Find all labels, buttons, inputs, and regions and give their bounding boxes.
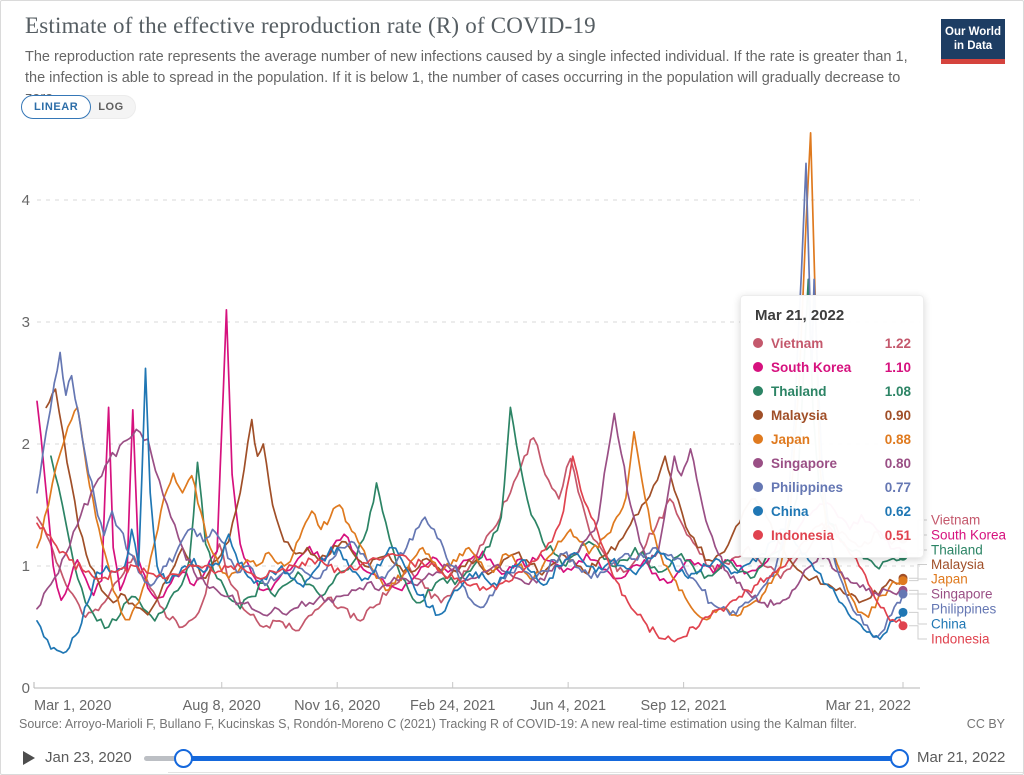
tooltip-row: Vietnam 1.22 [753,331,911,355]
timeline-start-date: Jan 23, 2020 [45,749,132,766]
tooltip-row: Thailand 1.08 [753,379,911,403]
play-button[interactable] [21,750,37,766]
tooltip-series-value: 0.51 [884,527,911,543]
tooltip-date: Mar 21, 2022 [755,307,845,324]
series-end-dot-japan[interactable] [898,576,908,586]
series-label-thailand[interactable]: Thailand [931,543,983,558]
timeline-start-handle[interactable] [174,749,193,768]
tooltip-row: South Korea 1.10 [753,355,911,379]
tooltip-row: Indonesia 0.51 [753,523,911,547]
timeline-track-inactive[interactable] [144,756,184,761]
x-axis-label: Mar 1, 2020 [34,698,111,714]
x-axis-label: Jun 4, 2021 [530,698,606,714]
x-axis-label: Feb 24, 2021 [410,698,495,714]
x-axis-label: Nov 16, 2020 [294,698,380,714]
tooltip-series-name: Philippines [771,479,844,495]
tooltip-series-dot [753,530,763,540]
legend-connector-malaysia [909,564,927,579]
bottom-divider [168,772,1023,773]
tooltip-series-dot [753,386,763,396]
tooltip-series-value: 1.22 [884,335,911,351]
tooltip-series-name: Singapore [771,455,838,471]
linear-scale-button[interactable]: LINEAR [21,95,92,119]
legend-connector-philippines [909,593,927,610]
legend-connector-singapore [909,589,927,595]
tooltip-series-value: 1.08 [884,383,911,399]
series-label-china[interactable]: China [931,617,967,632]
series-end-dot-china[interactable] [898,607,908,617]
tooltip-row: Japan 0.88 [753,427,911,451]
timeline-control: Jan 23, 2020 Mar 21, 2022 [1,743,1023,773]
timeline-track-active[interactable] [183,756,899,761]
y-axis-label-2: 2 [22,436,30,453]
tooltip-series-name: Indonesia [771,527,835,543]
tooltip-row: Philippines 0.77 [753,475,911,499]
tooltip-row: Malaysia 0.90 [753,403,911,427]
chart-subtitle: The reproduction rate represents the ave… [25,49,908,106]
x-axis-label: Mar 21, 2022 [826,698,911,714]
owid-logo[interactable]: Our World in Data [941,19,1005,64]
tooltip-series-name: Japan [771,431,811,447]
tooltip-series-name: Vietnam [771,335,824,351]
timeline-end-date: Mar 21, 2022 [917,749,1006,766]
y-axis-label-3: 3 [22,314,30,331]
tooltip-series-dot [753,506,763,516]
tooltip-series-name: South Korea [771,359,852,375]
legend-connector-japan [909,578,927,582]
timeline-end-handle[interactable] [890,749,909,768]
series-label-malaysia[interactable]: Malaysia [931,557,985,572]
owid-logo-red-bar [941,58,1005,64]
series-label-south-korea[interactable]: South Korea [931,528,1007,543]
scale-toggle-group: LINEAR LOG [21,95,136,119]
series-end-dot-philippines[interactable] [898,589,908,599]
x-axis-label: Sep 12, 2021 [640,698,726,714]
tooltip-series-value: 0.62 [884,503,911,519]
y-axis-label-4: 4 [22,192,30,209]
tooltip-series-value: 0.80 [884,455,911,471]
legend-connector-indonesia [909,625,927,640]
series-end-dot-indonesia[interactable] [898,621,908,631]
x-axis-label: Aug 8, 2020 [183,698,261,714]
series-label-philippines[interactable]: Philippines [931,602,997,617]
series-line-vietnam[interactable] [36,437,904,632]
y-axis-label-0: 0 [22,680,30,697]
series-line-japan[interactable] [36,132,904,621]
legend-connector-china [909,611,927,625]
tooltip-series-dot [753,410,763,420]
tooltip-series-name: Malaysia [771,407,828,423]
tooltip-rows: Vietnam 1.22 South Korea 1.10 Thailand 1.08 Ma… [753,331,911,547]
tooltip-series-name: China [771,503,809,519]
tooltip-series-dot [753,482,763,492]
series-label-singapore[interactable]: Singapore [931,587,993,602]
source-attribution: Source: Arroyo-Marioli F, Bullano F, Kuc… [19,717,857,731]
tooltip-row: China 0.62 [753,499,911,523]
tooltip-series-dot [753,362,763,372]
series-line-indonesia[interactable] [36,455,904,643]
series-line-philippines[interactable] [36,162,904,639]
series-label-vietnam[interactable]: Vietnam [931,513,980,528]
tooltip-series-dot [753,458,763,468]
log-scale-button[interactable]: LOG [82,95,136,119]
page-title: Estimate of the effective reproduction r… [25,13,596,38]
license-link[interactable]: CC BY [966,717,1005,731]
tooltip-series-value: 0.90 [884,407,911,423]
series-label-japan[interactable]: Japan [931,572,968,587]
tooltip-series-dot [753,434,763,444]
hover-tooltip: Mar 21, 2022 Vietnam 1.22 South Korea 1.10 T… [740,295,924,558]
y-axis-label-1: 1 [22,558,30,575]
tooltip-series-dot [753,338,763,348]
tooltip-series-value: 0.88 [884,431,911,447]
owid-logo-text: Our World in Data [941,19,1005,59]
tooltip-row: Singapore 0.80 [753,451,911,475]
series-label-indonesia[interactable]: Indonesia [931,632,990,647]
tooltip-series-name: Thailand [771,383,827,399]
tooltip-series-value: 0.77 [884,479,911,495]
tooltip-series-value: 1.10 [884,359,911,375]
series-line-singapore[interactable] [36,412,904,617]
